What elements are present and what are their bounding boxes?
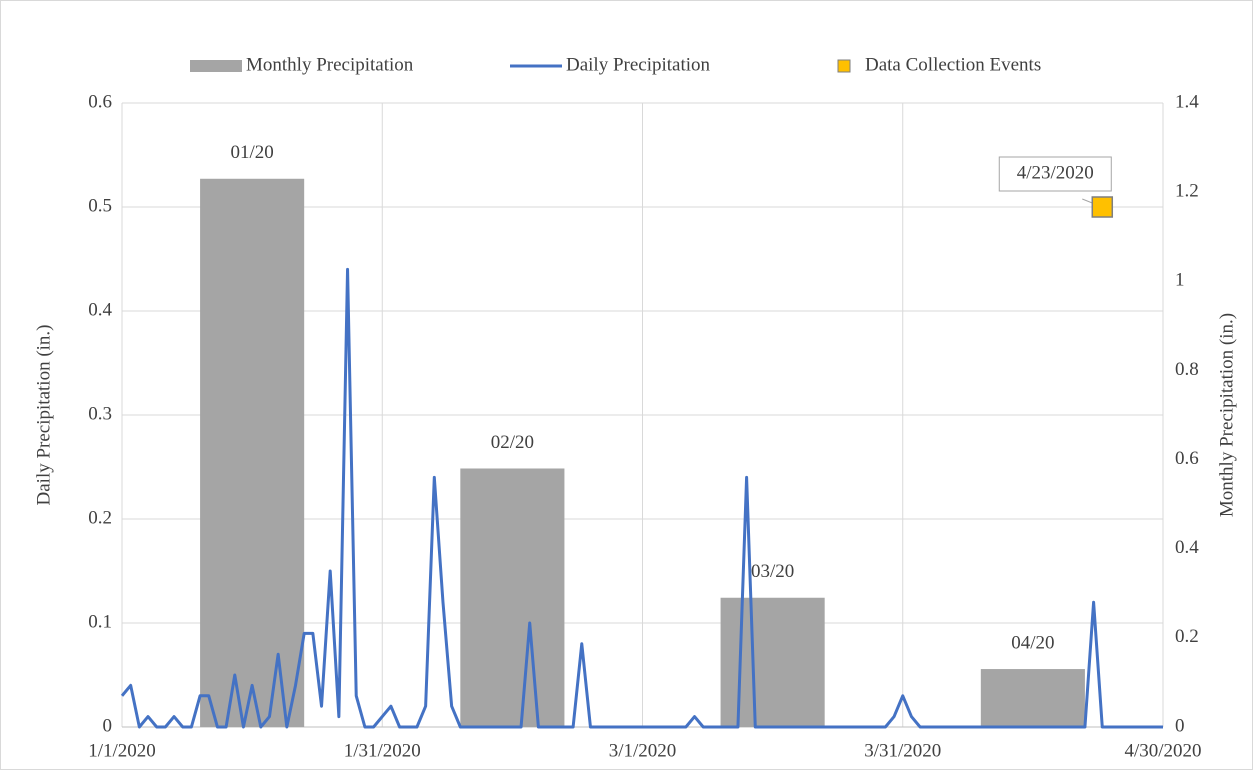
y2-axis-title: Monthly Precipitation (in.) bbox=[1216, 313, 1237, 517]
y2-tick-label: 0 bbox=[1175, 715, 1185, 736]
x-tick-label: 3/31/2020 bbox=[864, 740, 941, 761]
bar bbox=[980, 669, 1085, 727]
point-label: 4/23/2020 bbox=[1017, 162, 1094, 183]
y2-tick-label: 0.6 bbox=[1175, 448, 1199, 469]
y-tick-label: 0 bbox=[103, 715, 113, 736]
label-box bbox=[998, 156, 1112, 192]
x-tick-label: 3/1/2020 bbox=[609, 740, 677, 761]
y2-tick-label: 0.4 bbox=[1175, 537, 1199, 558]
y2-tick-label: 0.8 bbox=[1175, 359, 1199, 380]
legend-swatch bbox=[190, 60, 242, 72]
legend-label: Data Collection Events bbox=[865, 54, 1041, 75]
line bbox=[120, 267, 1163, 729]
y-tick-label: 0.2 bbox=[88, 507, 112, 528]
x-tick-label: 4/30/2020 bbox=[1124, 740, 1201, 761]
y-axis-title: Daily Precipitation (in.) bbox=[33, 325, 54, 506]
y2-tick-label: 1.4 bbox=[1175, 91, 1199, 112]
y-tick-label: 0.3 bbox=[88, 403, 112, 424]
bar bbox=[200, 178, 305, 727]
x-tick-label: 1/31/2020 bbox=[344, 740, 421, 761]
bar bbox=[460, 468, 565, 727]
y2-tick-label: 1 bbox=[1175, 270, 1185, 291]
point bbox=[1091, 196, 1114, 218]
y-tick-label: 0.1 bbox=[88, 611, 112, 632]
bar-label: 04/20 bbox=[1011, 632, 1054, 653]
y-tick-label: 0.5 bbox=[88, 195, 112, 216]
bar-label: 02/20 bbox=[491, 432, 534, 453]
bar-label: 01/20 bbox=[230, 142, 273, 163]
bar bbox=[720, 597, 825, 727]
x-tick-label: 1/1/2020 bbox=[88, 740, 156, 761]
y-tick-label: 0.6 bbox=[88, 91, 112, 112]
legend-label: Daily Precipitation bbox=[566, 54, 711, 75]
legend-swatch bbox=[837, 59, 851, 73]
bar-label: 03/20 bbox=[751, 561, 794, 582]
y-tick-label: 0.4 bbox=[88, 299, 112, 320]
legend-label: Monthly Precipitation bbox=[246, 54, 414, 75]
y2-tick-label: 0.2 bbox=[1175, 626, 1199, 647]
y2-tick-label: 1.2 bbox=[1175, 181, 1199, 202]
